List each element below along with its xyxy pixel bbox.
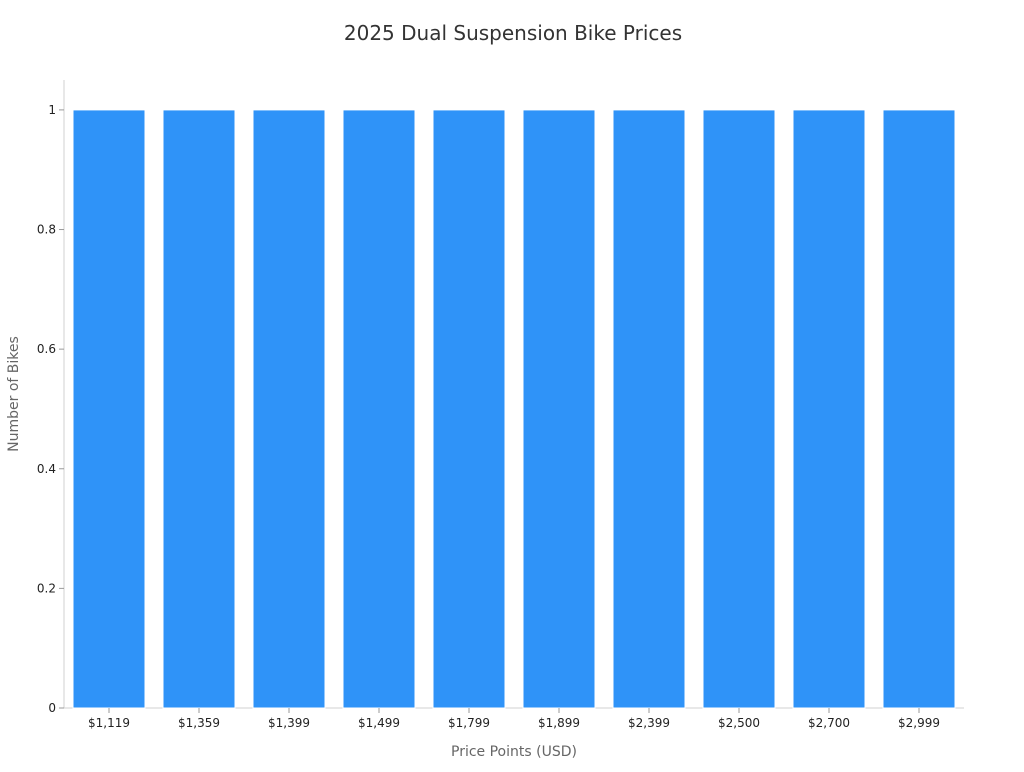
y-tick-label: 0.2 <box>37 581 56 595</box>
y-tick-label: 0.6 <box>37 342 56 356</box>
x-tick-label: $1,899 <box>538 716 580 730</box>
x-tick-label: $2,999 <box>898 716 940 730</box>
bar <box>612 109 686 709</box>
y-tick-label: 0.4 <box>37 462 56 476</box>
y-tick-label: 0 <box>48 701 56 715</box>
plot-area: 0 0.2 0.4 0.6 0.8 1 $1,119 $1,359 $1,399 $1,499 $1… <box>37 80 964 730</box>
bar <box>702 109 776 709</box>
x-axis-title: Price Points (USD) <box>451 744 577 760</box>
bar <box>342 109 416 709</box>
bar <box>792 109 866 709</box>
x-tick-label: $1,359 <box>178 716 220 730</box>
bar <box>882 109 956 709</box>
bar <box>522 109 596 709</box>
bar <box>432 109 506 709</box>
bar <box>162 109 236 709</box>
bar <box>72 109 146 709</box>
chart-title: 2025 Dual Suspension Bike Prices <box>344 21 682 45</box>
x-tick-label: $1,799 <box>448 716 490 730</box>
y-tick-label: 0.8 <box>37 223 56 237</box>
y-tick-label: 1 <box>48 103 56 117</box>
x-tick-label: $1,499 <box>358 716 400 730</box>
x-tick-label: $2,399 <box>628 716 670 730</box>
x-tick-label: $1,399 <box>268 716 310 730</box>
x-tick-label: $2,700 <box>808 716 850 730</box>
bar <box>252 109 326 709</box>
x-tick-label: $1,119 <box>88 716 130 730</box>
x-tick-label: $2,500 <box>718 716 760 730</box>
y-axis-title: Number of Bikes <box>6 336 22 452</box>
